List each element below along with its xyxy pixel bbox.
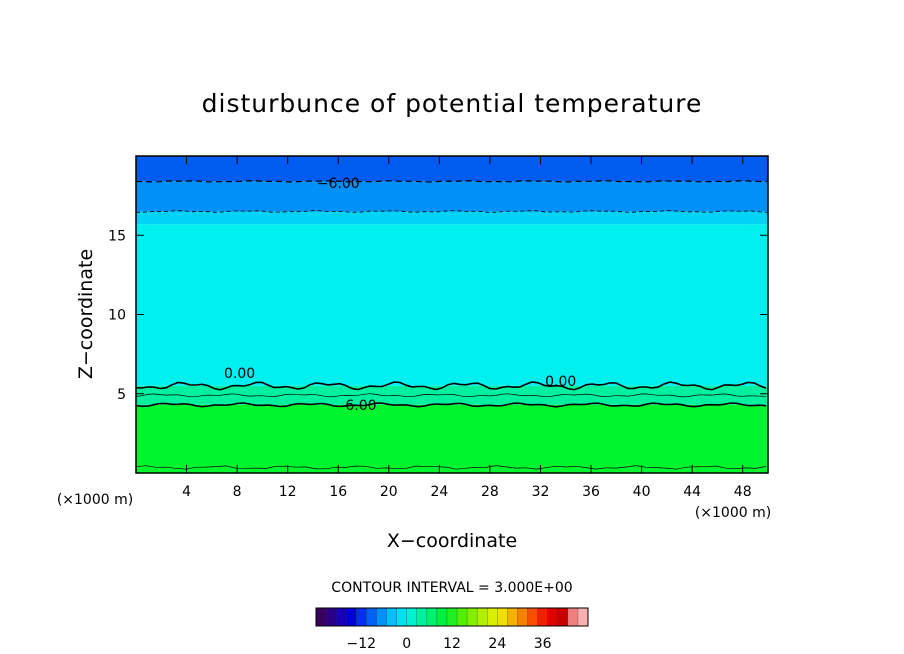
contour-line <box>135 465 767 470</box>
plot-area: −6.000.00 0.006.00 4 8 12 16 20 24 28 32 36 40 44 48… <box>108 155 769 500</box>
colorbar-swatch <box>376 608 388 626</box>
y-axis-label: Z−coordinate <box>75 249 97 379</box>
colorbar-swatch <box>547 608 559 626</box>
colorbar-swatch <box>356 608 367 626</box>
chart-title: disturbunce of potential temperature <box>202 89 703 118</box>
contour-value-label: −6.00 <box>317 176 360 192</box>
colorbar-swatch <box>346 608 357 626</box>
heatmap-band <box>136 404 768 473</box>
colorbar: −12 0 12 24 36 <box>315 607 589 652</box>
colorbar-tick-label: 0 <box>402 636 411 652</box>
heatmap-band <box>136 385 768 405</box>
colorbar-swatch <box>416 608 428 626</box>
colorbar-swatch <box>477 608 488 626</box>
x-tick-label: 20 <box>380 484 398 500</box>
colorbar-swatch <box>366 608 377 626</box>
colorbar-swatch <box>487 608 498 626</box>
heatmap-band <box>136 224 768 386</box>
contour-line <box>135 402 767 408</box>
x-tick-label: 32 <box>532 484 550 500</box>
contour-line <box>135 210 769 213</box>
x-tick-label: 40 <box>633 484 651 500</box>
x-tick-label: 36 <box>582 484 600 500</box>
x-tick-label: 4 <box>182 484 191 500</box>
contour-value-label: 6.00 <box>345 398 376 414</box>
colorbar-swatch <box>336 608 347 626</box>
contour-lines <box>135 180 769 470</box>
colorbar-swatch <box>497 608 508 626</box>
x-tick-label: 8 <box>233 484 242 500</box>
heatmap-band <box>136 156 768 182</box>
y-tick-label: 5 <box>117 387 126 403</box>
colorbar-swatch <box>316 608 327 626</box>
y-tick-label: 15 <box>108 228 126 244</box>
colorbar-frame <box>315 607 589 627</box>
x-axis-label: X−coordinate <box>387 530 517 552</box>
heatmap-band <box>136 181 768 212</box>
colorbar-swatch <box>426 608 438 626</box>
colorbar-swatch <box>406 608 418 626</box>
y-axis-ticks: 5 10 15 <box>108 228 768 403</box>
y-axis-unit: (×1000 m) <box>57 492 133 508</box>
contour-labels: −6.00 0.00 0.00 6.00 <box>224 176 576 414</box>
colorbar-swatch <box>467 608 478 626</box>
x-tick-label: 48 <box>734 484 752 500</box>
colorbar-swatch <box>577 608 589 626</box>
x-tick-label: 28 <box>481 484 499 500</box>
contour-value-label: 0.00 <box>545 374 576 390</box>
colorbar-swatch <box>507 608 518 626</box>
contour-value-label: 0.00 <box>224 366 255 382</box>
colorbar-swatch <box>567 608 579 626</box>
colorbar-tick-label: 24 <box>488 636 506 652</box>
x-axis-unit: (×1000 m) <box>695 505 771 521</box>
colorbar-tick-label: 12 <box>443 636 461 652</box>
contour-line <box>135 393 767 398</box>
colorbar-swatch <box>396 608 408 626</box>
colorbar-swatch <box>527 608 539 626</box>
colorbar-swatch <box>557 608 569 626</box>
x-tick-label: 16 <box>329 484 347 500</box>
x-tick-label: 12 <box>279 484 297 500</box>
contour-line <box>136 180 769 183</box>
contour-interval-label: CONTOUR INTERVAL = 3.000E+00 <box>331 580 572 596</box>
colorbar-swatch <box>457 608 468 626</box>
x-tick-label: 24 <box>430 484 448 500</box>
y-tick-label: 10 <box>108 308 126 324</box>
contour-line <box>135 381 767 391</box>
x-axis-ticks: 4 8 12 16 20 24 28 32 36 40 44 48 <box>182 156 752 500</box>
colorbar-swatch <box>326 608 337 626</box>
colorbar-swatch <box>386 608 398 626</box>
colorbar-tick-label: −12 <box>347 636 377 652</box>
colorbar-swatch <box>517 608 529 626</box>
heatmap-bands <box>136 156 768 473</box>
colorbar-tick-label: 36 <box>534 636 552 652</box>
colorbar-swatch <box>537 608 549 626</box>
colorbar-swatch <box>436 608 448 626</box>
heatmap-band <box>136 211 768 225</box>
colorbar-swatch <box>446 608 458 626</box>
x-tick-label: 44 <box>683 484 701 500</box>
